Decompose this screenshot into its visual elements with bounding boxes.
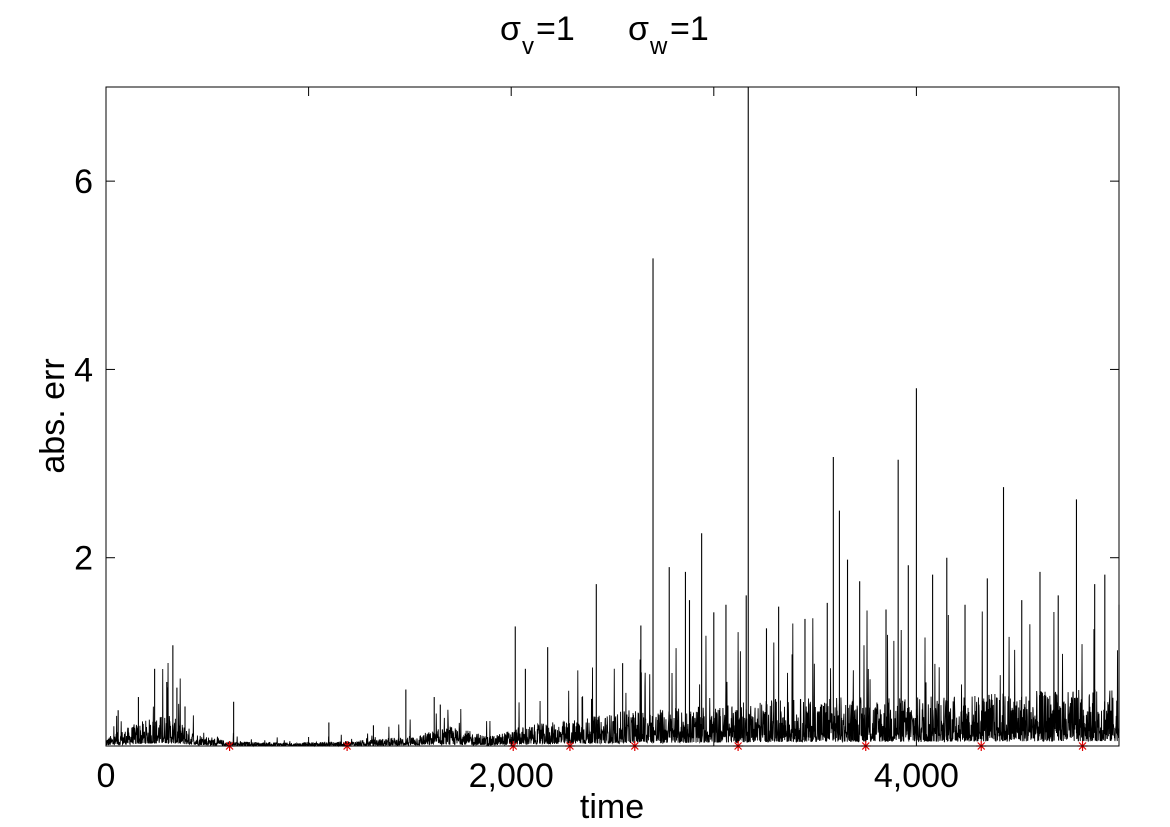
plot-frame <box>105 86 1120 747</box>
y-tick-label-1: 4 <box>74 351 93 389</box>
y-tick-label-0: 2 <box>74 540 93 578</box>
title-sigma-w-symbol: σ <box>628 10 649 48</box>
title-sigma-v-value: =1 <box>536 10 575 48</box>
title-sigma-v-symbol: σ <box>500 10 521 48</box>
x-axis-label: time <box>580 788 644 826</box>
y-tick-label-2: 6 <box>74 163 93 201</box>
title-sigma-w-subscript: w <box>649 33 668 60</box>
x-tick-label-0: 0 <box>97 757 116 795</box>
title-sigma-v-subscript: v <box>522 33 534 60</box>
x-tick-label-1: 2,000 <box>469 757 554 795</box>
y-axis-label: abs. err <box>34 358 72 473</box>
x-tick-label-2: 4,000 <box>874 757 959 795</box>
series-trace <box>105 610 1120 748</box>
plot-data <box>105 87 1120 748</box>
axis-ticks <box>105 87 1120 746</box>
chart-title: σ v =1 σ w =1 <box>500 10 709 60</box>
tick-labels: 0 2,000 4,000 2 4 6 <box>74 163 959 795</box>
title-sigma-w-value: =1 <box>670 10 709 48</box>
